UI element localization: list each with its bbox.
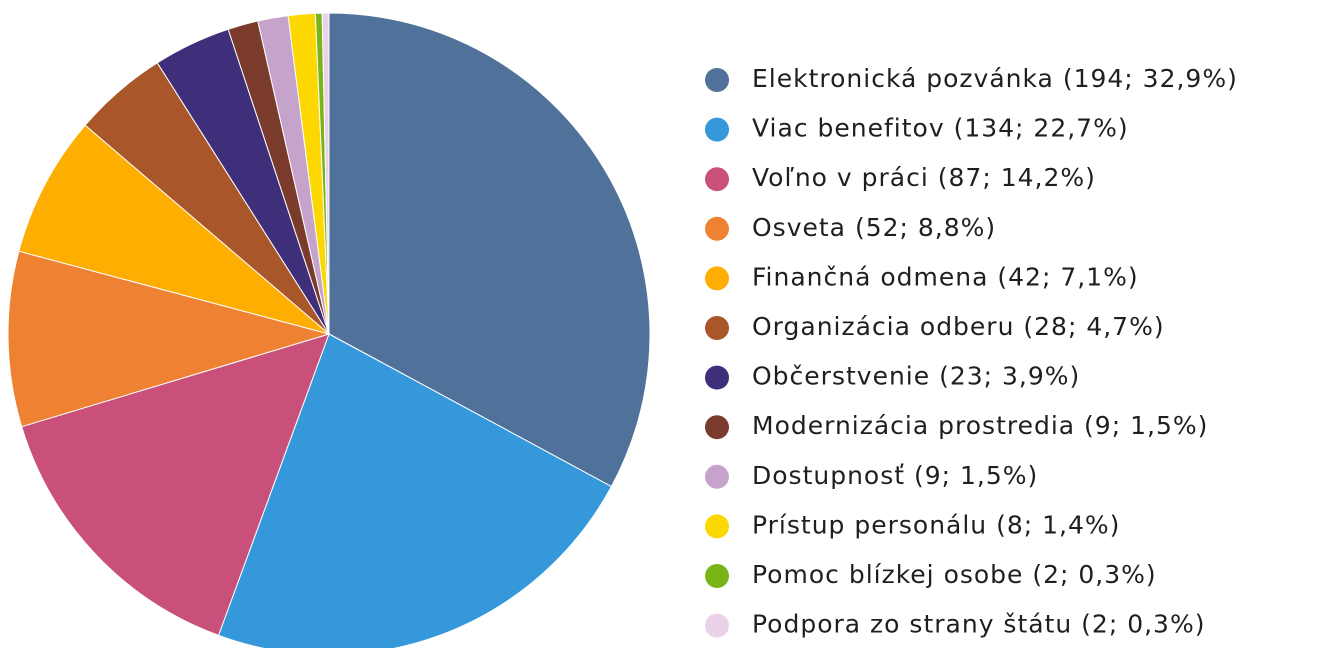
legend-swatch (705, 415, 729, 440)
legend-label: Občerstvenie (23; 3,9%) (752, 362, 1080, 391)
legend-label: Elektronická pozvánka (194; 32,9%) (752, 64, 1238, 93)
legend-swatch (705, 564, 729, 588)
pie-slice (328, 12, 651, 488)
legend-swatch (705, 365, 729, 390)
legend-label: Modernizácia prostredia (9; 1,5%) (752, 411, 1208, 440)
pie-slice (7, 250, 331, 428)
legend-label: Viac benefitov (134; 22,7%) (752, 114, 1129, 143)
pie-slice (21, 333, 330, 637)
legend-swatch (705, 167, 729, 192)
pie-slice (217, 333, 613, 648)
legend-swatch (705, 613, 729, 638)
legend-label: Finančná odmena (42; 7,1%) (752, 262, 1139, 291)
legend-label: Pomoc blízkej osobe (2; 0,3%) (752, 560, 1157, 589)
legend-label: Voľno v práci (87; 14,2%) (752, 163, 1096, 192)
legend-swatch (705, 117, 729, 142)
legend-swatch (705, 514, 729, 539)
legend-swatch (705, 316, 729, 340)
legend-label: Podpora zo strany štátu (2; 0,3%) (752, 610, 1205, 639)
pie-slice (321, 12, 330, 335)
legend-swatch (705, 266, 729, 291)
legend-swatch (705, 464, 729, 489)
legend-label: Prístup personálu (8; 1,4%) (752, 510, 1120, 539)
legend-label: Osveta (52; 8,8%) (752, 213, 996, 242)
legend-swatch (705, 68, 729, 92)
legend-label: Organizácia odberu (28; 4,7%) (752, 312, 1165, 341)
legend-swatch (705, 216, 729, 241)
pie-slice (18, 124, 330, 335)
legend-label: Dostupnosť (9; 1,5%) (752, 461, 1038, 490)
